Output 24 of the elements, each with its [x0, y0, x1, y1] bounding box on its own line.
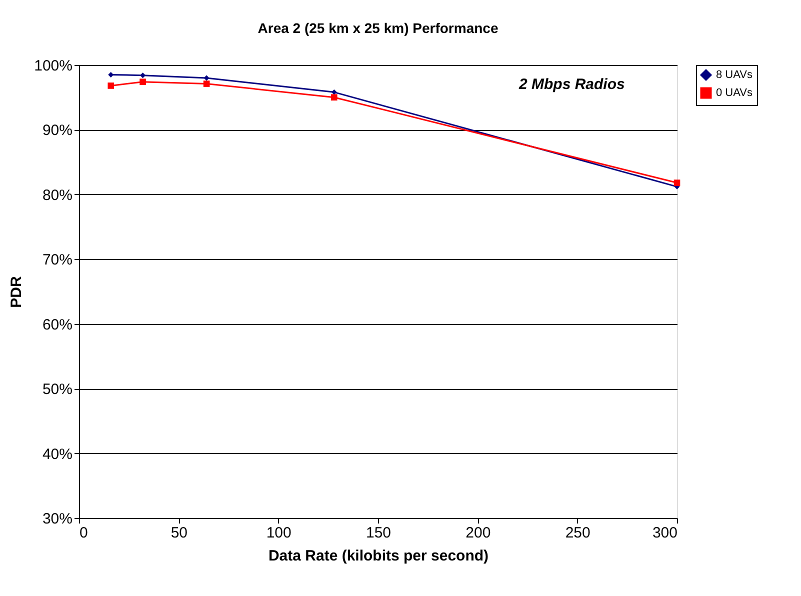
y-tick-label: 40% [42, 446, 72, 463]
y-tick-label: 50% [42, 381, 72, 398]
point [331, 89, 337, 95]
y-tick-label: 60% [42, 316, 72, 334]
x-tick-label: 0 [80, 524, 88, 542]
legend-label: 0 UAVs [716, 87, 753, 99]
point [140, 72, 146, 78]
y-tick-label: 30% [42, 510, 72, 528]
x-axis-title: Data Rate (kilobits per second) [268, 548, 489, 564]
x-tick-label: 300 [652, 524, 678, 542]
x-tick-label: 100 [266, 524, 292, 542]
x-tick-label: 250 [565, 524, 590, 542]
annotation: 2 Mbps Radios [518, 76, 625, 93]
chart-title: Area 2 (25 km x 25 km) Performance [258, 20, 498, 36]
y-tick-label: 100% [34, 58, 72, 74]
x-tick-label: 150 [366, 524, 392, 542]
y-axis-title: PDR [8, 276, 26, 308]
y-tick-label: 80% [42, 186, 72, 204]
y-tick-label: 90% [42, 122, 72, 140]
y-tick-label: 70% [42, 252, 72, 269]
x-tick-label: 50 [170, 524, 188, 542]
x-tick-label: 200 [466, 524, 491, 542]
point [204, 75, 210, 81]
legend-label: 8 UAVs [716, 69, 753, 81]
